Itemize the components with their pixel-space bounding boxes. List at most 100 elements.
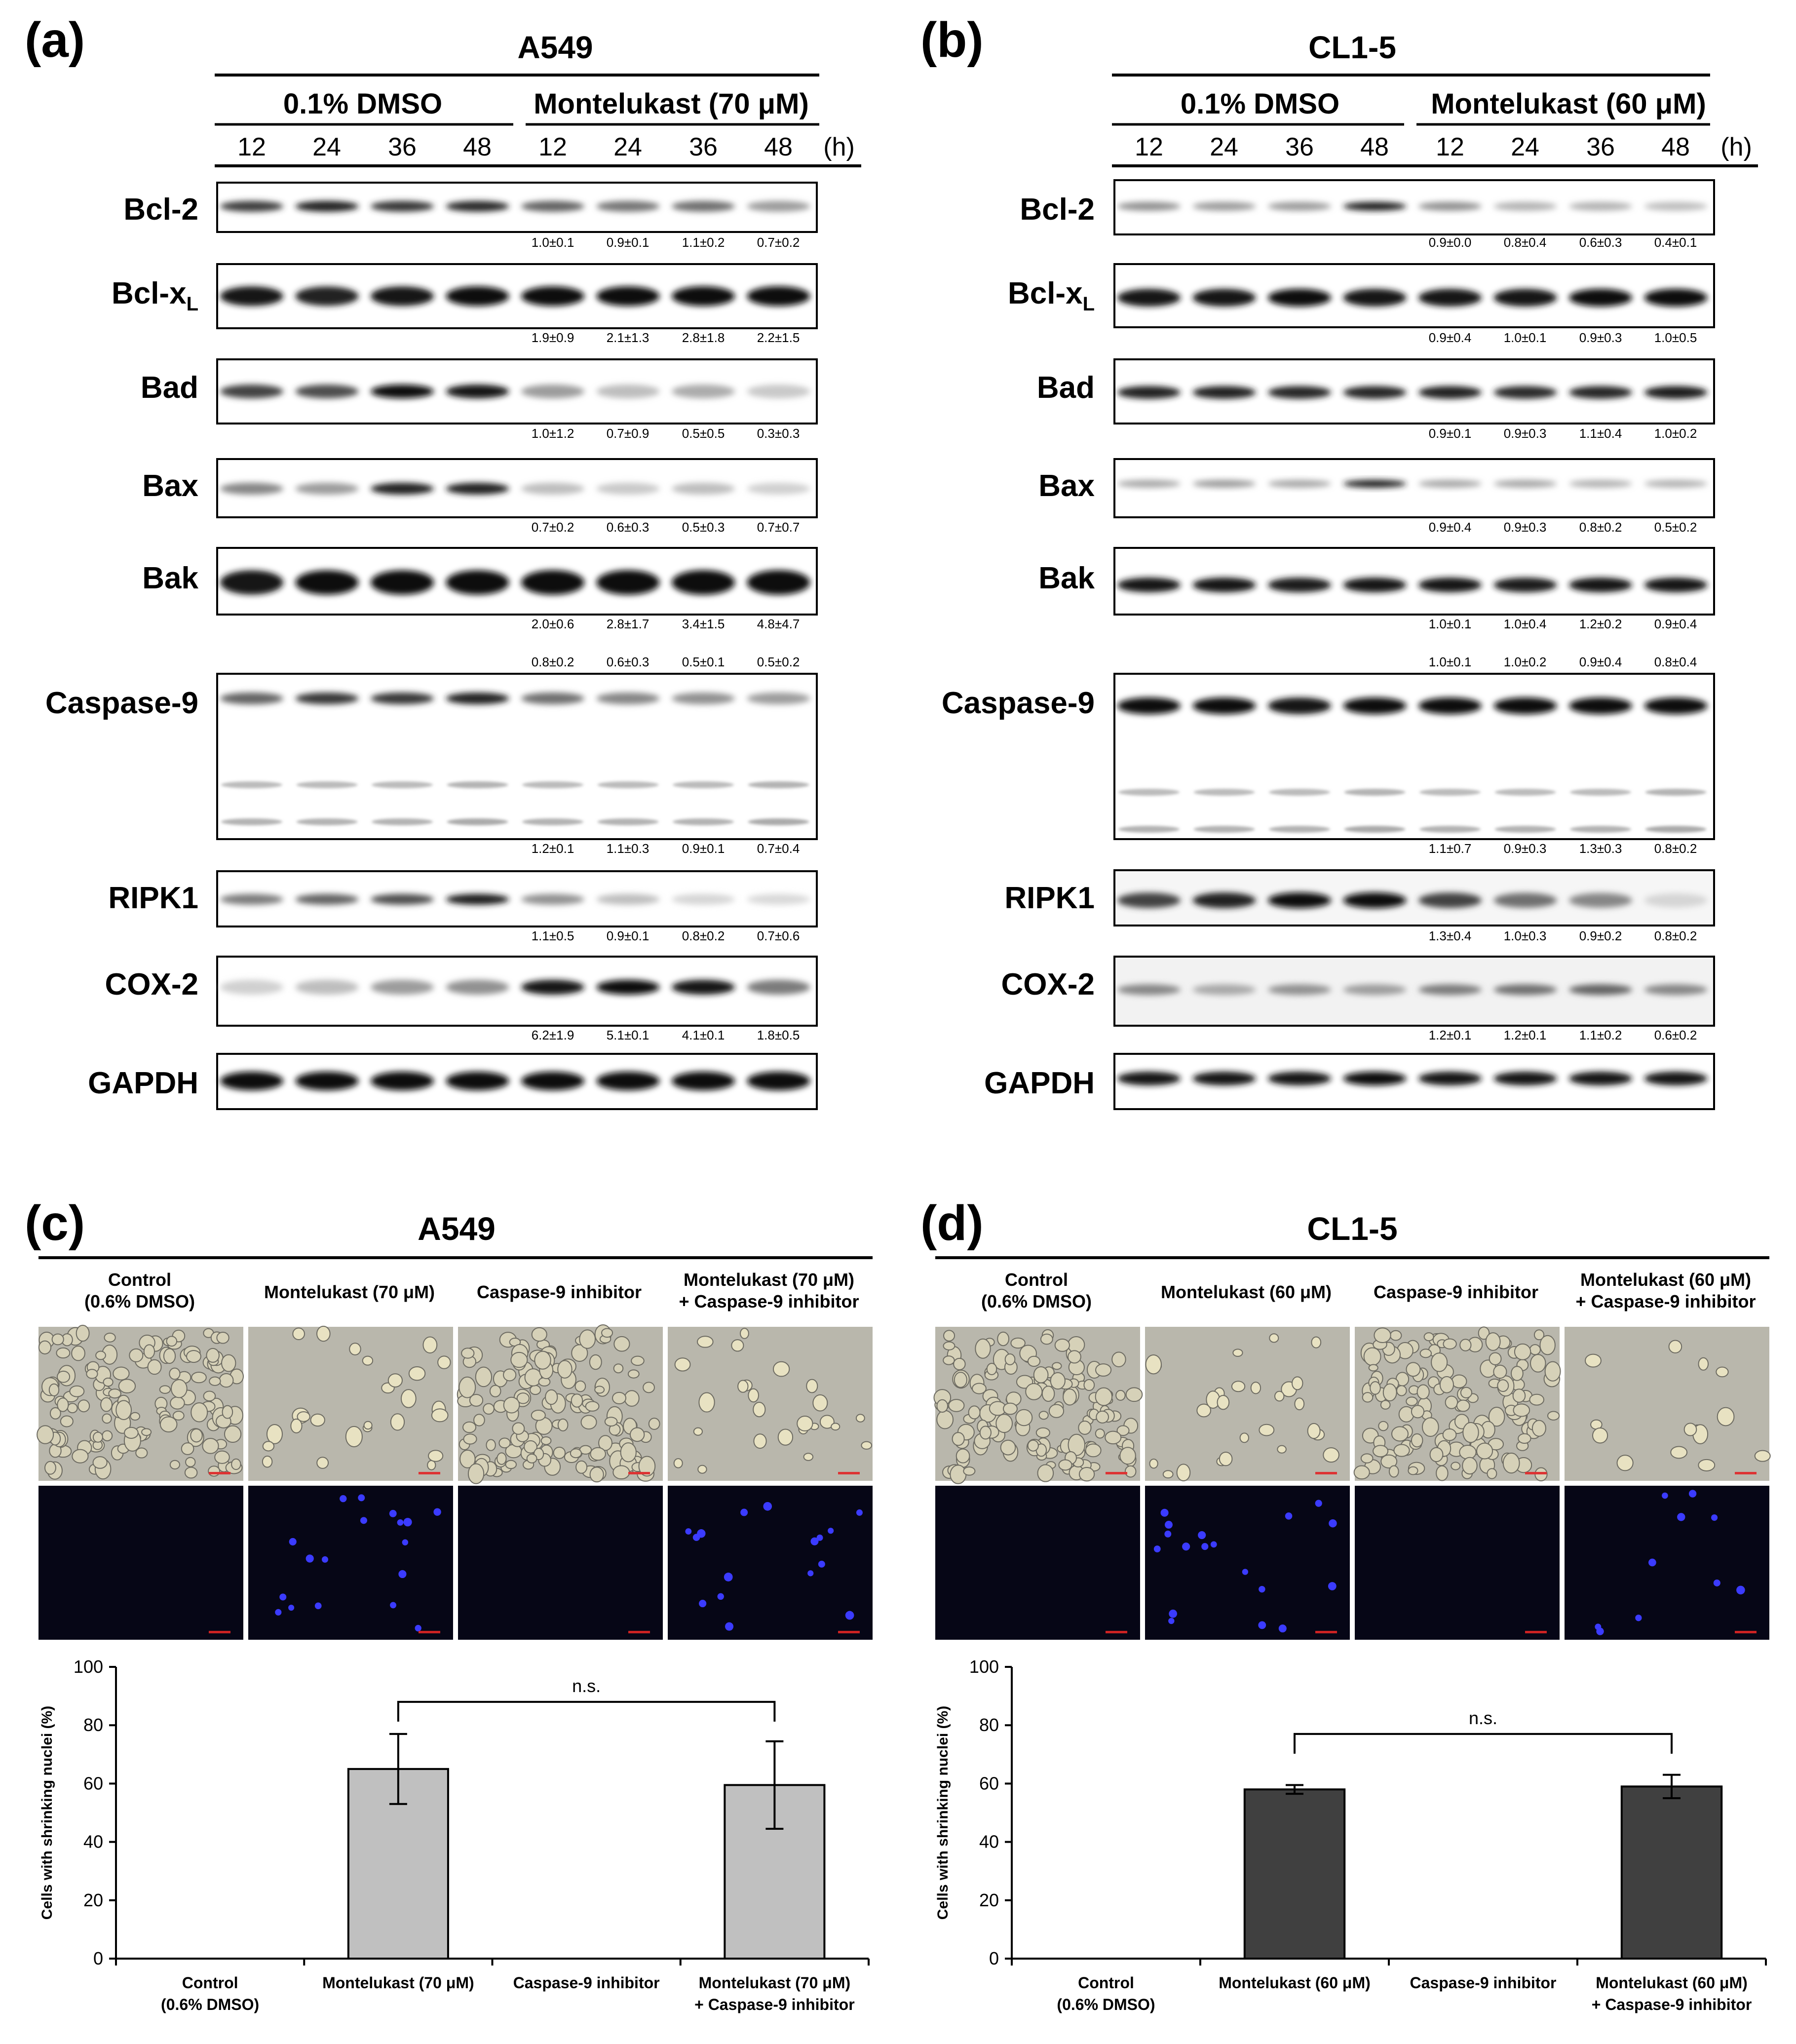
shrunken-nucleus: [279, 1593, 287, 1601]
cell: [459, 1376, 476, 1398]
cell: [613, 1336, 630, 1352]
cell: [297, 1411, 310, 1422]
blot-band: [371, 894, 434, 905]
blot-lanes: [1117, 578, 1708, 592]
time-label: 12: [1436, 133, 1464, 161]
cell: [1462, 1457, 1478, 1475]
blot-lanes: [1117, 386, 1708, 399]
quant-value: 1.0±0.1: [1504, 330, 1547, 345]
cell: [629, 1427, 645, 1442]
shrunken-nucleus: [289, 1538, 297, 1545]
shrunken-nucleus: [1169, 1609, 1178, 1618]
phase-contrast-image: [1565, 1327, 1769, 1481]
cell: [1510, 1366, 1524, 1381]
cell: [1058, 1459, 1072, 1471]
cell: [390, 1413, 405, 1431]
cell: [538, 1377, 551, 1387]
fluorescence-image: [38, 1486, 243, 1640]
quant-value: 0.9±0.3: [1504, 520, 1547, 535]
blot-band: [1343, 697, 1407, 714]
blot-band-fragment: [372, 781, 433, 788]
quant-value: 0.9±0.1: [682, 841, 725, 856]
cell: [67, 1403, 78, 1414]
cell: [1231, 1381, 1246, 1392]
blot-band-fragment: [1570, 789, 1631, 796]
cell: [589, 1354, 602, 1370]
blot-band: [371, 693, 434, 704]
blot-band-fragment: [522, 781, 583, 788]
cell: [76, 1324, 90, 1342]
cell: [1038, 1411, 1049, 1420]
cell: [129, 1348, 144, 1362]
blot-frame: [1113, 458, 1715, 518]
cell: [169, 1367, 181, 1380]
blot-band: [1268, 892, 1331, 908]
cell: [135, 1447, 148, 1459]
blot-band: [672, 385, 735, 398]
shrunken-nucleus: [306, 1554, 314, 1563]
blot-band-fragment: [1419, 826, 1481, 833]
shrunken-nucleus: [358, 1494, 365, 1502]
cell: [1025, 1383, 1043, 1400]
blot-band: [1343, 984, 1407, 995]
blot-band: [596, 286, 660, 306]
cell: [1050, 1372, 1066, 1390]
fluorescence-image: [1355, 1486, 1560, 1640]
cell: [1068, 1433, 1086, 1456]
quant-value: 1.3±0.4: [1429, 928, 1472, 943]
cell: [516, 1392, 530, 1404]
blot-band-fragment: [597, 781, 659, 788]
bar-chart: 0 20 40 60 80 100 Cells with shrinking nuclei …: [935, 1657, 1767, 2013]
quant-value: 4.1±0.1: [682, 1028, 725, 1042]
micrograph-grid: [37, 1324, 873, 1640]
quant-value: 1.1±0.5: [532, 928, 574, 943]
cell: [1456, 1399, 1470, 1412]
blot-band: [1569, 984, 1632, 995]
panel-c: (c) A549 Control (0.6% DMSO) Montelukast …: [25, 1196, 873, 2013]
blot-band: [1418, 386, 1482, 399]
cell: [638, 1456, 656, 1477]
cell: [1531, 1420, 1546, 1437]
blot-lanes: [220, 693, 810, 825]
shrunken-nucleus: [389, 1509, 397, 1517]
blot-band: [295, 693, 359, 704]
blot-band: [295, 570, 359, 595]
y-axis-label: Cells with shrinking nuclei (%): [935, 1706, 951, 1920]
blot-band: [1343, 480, 1407, 488]
cell: [557, 1418, 569, 1431]
x-tick-label: Montelukast (60 μM) + Caspase-9 inhibitor: [1592, 1974, 1752, 2013]
blot-band: [1418, 984, 1482, 995]
panel-d: (d) CL1-5 Control (0.6% DMSO) Montelukast…: [920, 1196, 1771, 2013]
quant-value: 0.9±0.2: [1579, 928, 1622, 943]
cell: [979, 1426, 992, 1440]
scale-bar: [628, 1631, 650, 1633]
panel-letter: (d): [920, 1196, 984, 1251]
shrunken-nucleus: [1736, 1585, 1745, 1595]
blot-band: [1569, 1072, 1632, 1085]
condition-label: Caspase-9 inhibitor: [477, 1282, 642, 1302]
blot-band-fragment: [447, 818, 508, 825]
protein-label: Bad: [1037, 371, 1095, 405]
quant-value: 0.8±0.2: [1654, 841, 1697, 856]
cell: [952, 1432, 965, 1446]
cell: [1487, 1468, 1497, 1479]
blot-band-fragment: [372, 818, 433, 825]
cell: [972, 1383, 987, 1394]
cell: [531, 1327, 547, 1342]
cell-line-title: CL1-5: [1307, 1210, 1397, 1247]
cell: [1388, 1465, 1399, 1478]
cell: [186, 1350, 201, 1363]
cell: [624, 1390, 640, 1407]
cell: [38, 1340, 52, 1354]
quant-value: 0.4±0.1: [1654, 235, 1697, 250]
cell: [1406, 1396, 1418, 1406]
cell: [571, 1393, 583, 1408]
condition-label: Control (0.6% DMSO): [84, 1270, 195, 1311]
time-label: 48: [1360, 133, 1389, 161]
quant-value: 0.9±0.4: [1429, 520, 1472, 535]
cell: [753, 1433, 767, 1449]
blot-band: [1192, 1072, 1256, 1085]
blot-band: [1644, 893, 1708, 908]
y-tick-label: 0: [989, 1948, 999, 1968]
cell: [1429, 1447, 1444, 1463]
